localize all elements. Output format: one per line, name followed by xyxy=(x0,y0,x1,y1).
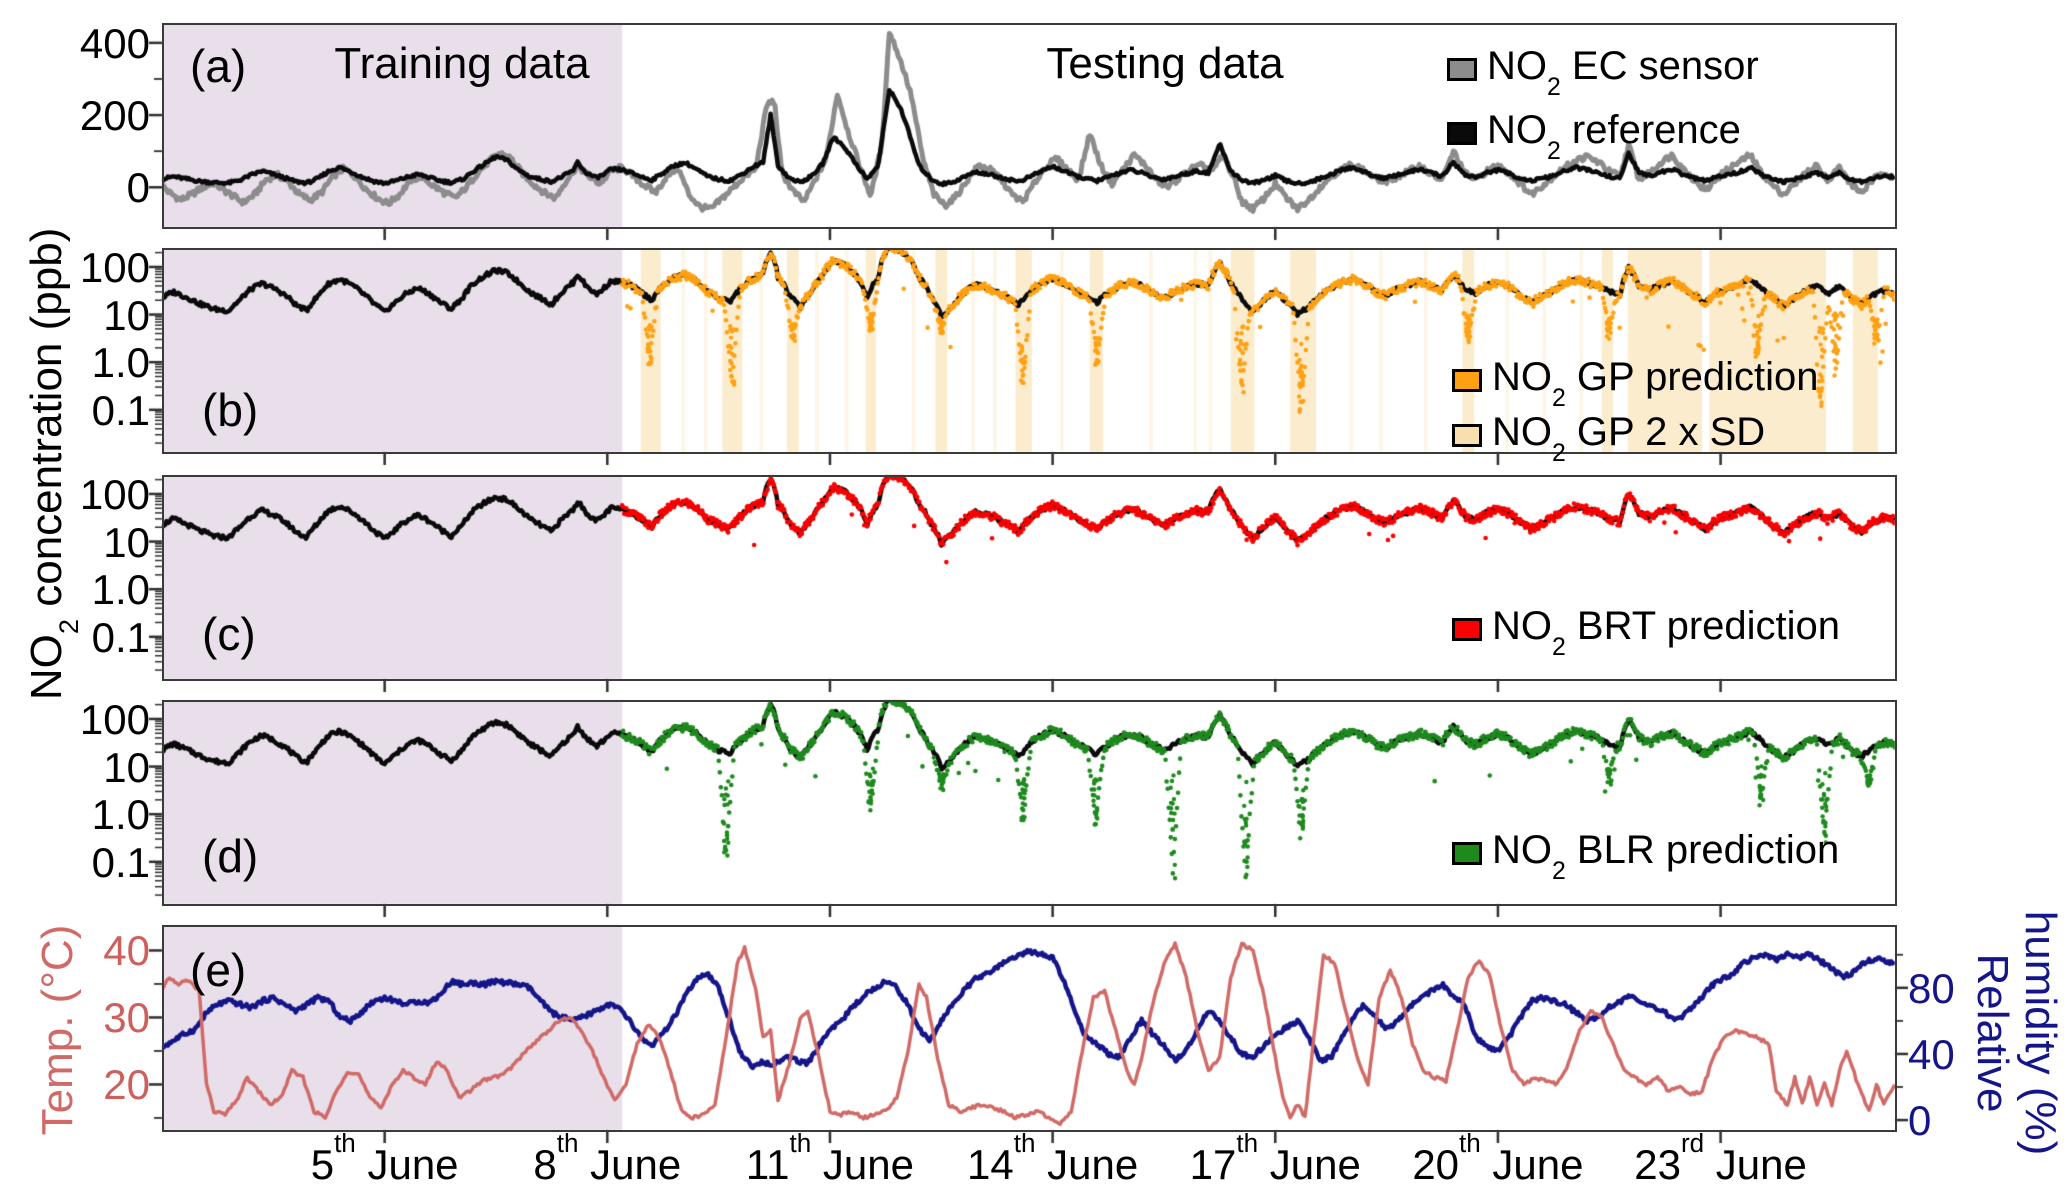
legend-reference: NO2 reference xyxy=(1447,108,1741,165)
axis-tick-label: 20 xyxy=(103,1061,150,1109)
panel-a-label: (a) xyxy=(190,40,247,92)
gp-prediction-swatch xyxy=(1452,369,1482,392)
axis-tick-label: 200 xyxy=(79,92,150,140)
axis-tick-label: 80 xyxy=(1908,964,1955,1012)
axis-tick-label: 1.0 xyxy=(91,339,150,387)
gp-sd-swatch xyxy=(1452,424,1482,447)
axis-tick-label: 30 xyxy=(103,994,150,1042)
x-axis-date-label: 5th June xyxy=(310,1128,459,1188)
x-axis-date-label: 8th June xyxy=(533,1128,682,1188)
brt-prediction-swatch xyxy=(1452,618,1482,641)
panel-c-label: (c) xyxy=(202,608,256,660)
axis-tick-label: 0 xyxy=(126,164,150,212)
axis-tick-label: 40 xyxy=(103,927,150,975)
x-axis-date-label: 14th June xyxy=(967,1128,1139,1188)
panel-e-label: (e) xyxy=(190,944,247,996)
axis-tick-label: 0.1 xyxy=(91,613,150,661)
x-axis-date-label: 20th June xyxy=(1412,1128,1584,1188)
x-axis-date-label: 11th June xyxy=(745,1128,914,1188)
axis-tick-label: 0.1 xyxy=(91,838,150,886)
axis-tick-label: 400 xyxy=(79,19,150,67)
training-data-annotation: Training data xyxy=(334,39,590,88)
axis-tick-label: 10 xyxy=(103,743,150,791)
legend-ec-sensor: NO2 EC sensor xyxy=(1447,44,1759,101)
axis-tick-label: 10 xyxy=(103,518,150,566)
x-axis-date-label: 23rd June xyxy=(1634,1128,1807,1188)
testing-data-annotation: Testing data xyxy=(1046,39,1284,88)
legend-gp-prediction: NO2 GP prediction xyxy=(1452,355,1819,412)
blr-prediction-swatch xyxy=(1452,842,1482,865)
x-axis-date-label: 17th June xyxy=(1189,1128,1361,1188)
reference-swatch xyxy=(1447,122,1477,145)
axis-tick-label: 1.0 xyxy=(91,791,150,839)
legend-brt-prediction: NO2 BRT prediction xyxy=(1452,604,1840,661)
legend-gp-sd: NO2 GP 2 x SD xyxy=(1452,410,1765,467)
axis-tick-label: 1.0 xyxy=(91,566,150,614)
axis-tick-label: 0.1 xyxy=(91,386,150,434)
legend-blr-prediction: NO2 BLR prediction xyxy=(1452,828,1839,885)
ec-sensor-swatch xyxy=(1447,58,1477,81)
humidity-axis-title-line2: humidity (%) xyxy=(2016,910,2065,1156)
axis-tick-label: 0 xyxy=(1908,1097,1932,1145)
panel-b-label: (b) xyxy=(202,384,259,436)
axis-tick-label: 100 xyxy=(79,243,150,291)
axis-tick-label: 100 xyxy=(79,695,150,743)
axis-tick-label: 10 xyxy=(103,291,150,339)
y-axis-title: NO2 concentration (ppb) xyxy=(22,227,85,701)
axis-tick-label: 40 xyxy=(1908,1030,1955,1078)
humidity-axis-title-line1: Relative xyxy=(1968,953,2017,1113)
panel-d-label: (d) xyxy=(202,830,259,882)
axis-tick-label: 100 xyxy=(79,470,150,518)
